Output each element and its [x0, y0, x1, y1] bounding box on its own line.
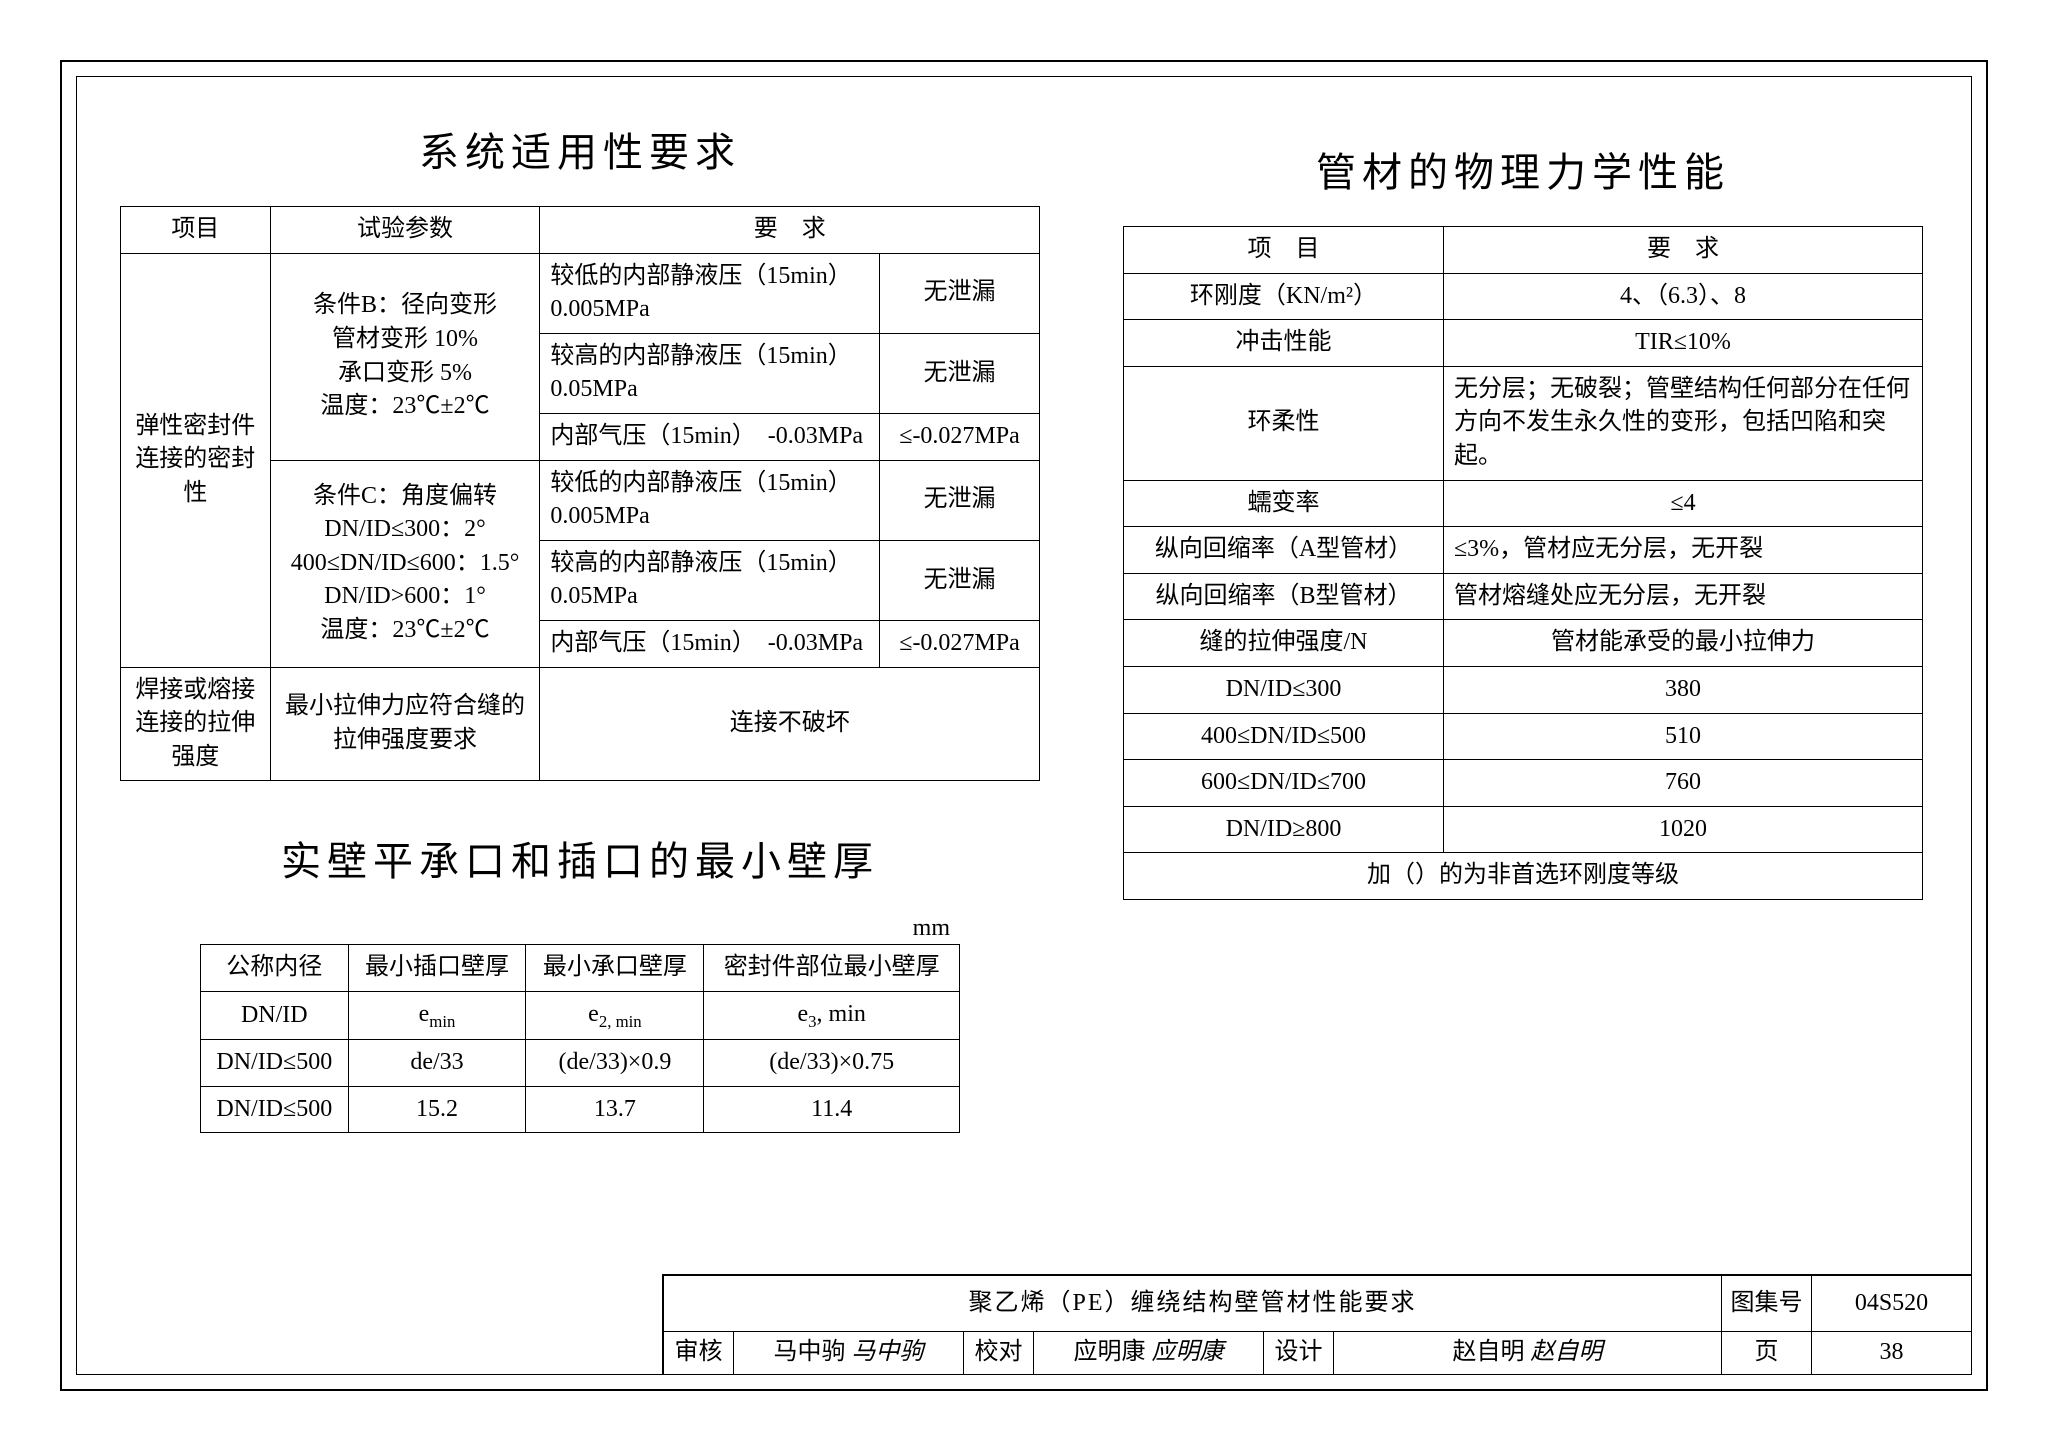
cell: 纵向回缩率（A型管材） [1124, 527, 1444, 574]
table-wall-thickness: 公称内径 最小插口壁厚 最小承口壁厚 密封件部位最小壁厚 DN/ID emin … [200, 944, 960, 1133]
cell: 无分层；无破裂；管壁结构任何部分在任何方向不发生永久性的变形，包括凹陷和突起。 [1444, 366, 1923, 480]
cell: DN/ID≤500 [201, 1040, 349, 1087]
cell: 较高的内部静液压（15min）0.05MPa [540, 540, 880, 620]
page-number: 38 [1812, 1332, 1972, 1375]
table-physical-properties: 项 目 要 求 环刚度（KN/m²）4、（6.3）、8 冲击性能TIR≤10% … [1123, 226, 1923, 900]
cell: 760 [1444, 760, 1923, 807]
cell: 管材能承受的最小拉伸力 [1444, 620, 1923, 667]
cell: 内部气压（15min） -0.03MPa [540, 620, 880, 667]
cell: DN/ID≤500 [201, 1086, 349, 1133]
cell: ≤3%，管材应无分层，无开裂 [1444, 527, 1923, 574]
th: 项 目 [1124, 227, 1444, 274]
cell: 无泄漏 [880, 333, 1040, 413]
cell: 焊接或熔接连接的拉伸强度 [121, 667, 271, 781]
cell: 无泄漏 [880, 253, 1040, 333]
cell: de/33 [348, 1040, 526, 1087]
section-title-2: 实壁平承口和插口的最小壁厚 [110, 829, 1050, 887]
cell: DN/ID≥800 [1124, 806, 1444, 853]
cell: 较低的内部静液压（15min）0.005MPa [540, 460, 880, 540]
cell: 1020 [1444, 806, 1923, 853]
cell: 马中驹 马中驹 [734, 1332, 964, 1375]
cell: 环刚度（KN/m²） [1124, 273, 1444, 320]
cell: 连接不破坏 [540, 667, 1040, 781]
th: 最小承口壁厚 [526, 945, 704, 992]
section-title-1: 系统适用性要求 [110, 120, 1050, 178]
cell: 13.7 [526, 1086, 704, 1133]
label: 设计 [1264, 1332, 1334, 1375]
cell: ≤-0.027MPa [880, 413, 1040, 460]
cell: (de/33)×0.75 [704, 1040, 960, 1087]
th: 要 求 [540, 207, 1040, 254]
cell: 赵自明 赵自明 [1334, 1332, 1722, 1375]
cell: 无泄漏 [880, 540, 1040, 620]
cell: DN/ID [201, 991, 349, 1039]
cell: 应明康 应明康 [1034, 1332, 1264, 1375]
cell: 380 [1444, 666, 1923, 713]
cell: 管材熔缝处应无分层，无开裂 [1444, 573, 1923, 620]
cell: 15.2 [348, 1086, 526, 1133]
th: 要 求 [1444, 227, 1923, 274]
cell: 弹性密封件连接的密封性 [121, 253, 271, 667]
cell: 最小拉伸力应符合缝的拉伸强度要求 [270, 667, 540, 781]
label: 校对 [964, 1332, 1034, 1375]
cell: 较高的内部静液压（15min）0.05MPa [540, 333, 880, 413]
label: 审核 [664, 1332, 734, 1375]
cell: 纵向回缩率（B型管材） [1124, 573, 1444, 620]
cell: 4、（6.3）、8 [1444, 273, 1923, 320]
cell: 无泄漏 [880, 460, 1040, 540]
cell: emin [348, 991, 526, 1039]
cell: 环柔性 [1124, 366, 1444, 480]
cell: 510 [1444, 713, 1923, 760]
cell: 600≤DN/ID≤700 [1124, 760, 1444, 807]
th: 项目 [121, 207, 271, 254]
cell: e3, min [704, 991, 960, 1039]
cell: 较低的内部静液压（15min）0.005MPa [540, 253, 880, 333]
unit-label: mm [200, 915, 960, 942]
th: 公称内径 [201, 945, 349, 992]
drawing-number: 04S520 [1812, 1276, 1972, 1332]
label: 页 [1722, 1332, 1812, 1375]
title-block: 聚乙烯（PE）缠绕结构壁管材性能要求 图集号 04S520 审核 马中驹 马中驹… [662, 1274, 1972, 1375]
cell: 条件B：径向变形 管材变形 10% 承口变形 5% 温度：23℃±2℃ [270, 253, 540, 460]
table-system-requirements: 项目 试验参数 要 求 弹性密封件连接的密封性 条件B：径向变形 管材变形 10… [120, 206, 1040, 781]
section-title-3: 管材的物理力学性能 [1108, 140, 1938, 198]
drawing-title: 聚乙烯（PE）缠绕结构壁管材性能要求 [664, 1276, 1722, 1332]
th: 试验参数 [270, 207, 540, 254]
cell: 蠕变率 [1124, 480, 1444, 527]
cell: 条件C：角度偏转 DN/ID≤300：2° 400≤DN/ID≤600：1.5°… [270, 460, 540, 667]
cell: 400≤DN/ID≤500 [1124, 713, 1444, 760]
cell: TIR≤10% [1444, 320, 1923, 367]
cell: 缝的拉伸强度/N [1124, 620, 1444, 667]
cell: 冲击性能 [1124, 320, 1444, 367]
cell: (de/33)×0.9 [526, 1040, 704, 1087]
cell-note: 加（）的为非首选环刚度等级 [1124, 853, 1923, 900]
th: 最小插口壁厚 [348, 945, 526, 992]
cell: 内部气压（15min） -0.03MPa [540, 413, 880, 460]
cell: ≤-0.027MPa [880, 620, 1040, 667]
cell: ≤4 [1444, 480, 1923, 527]
cell: DN/ID≤300 [1124, 666, 1444, 713]
cell: 11.4 [704, 1086, 960, 1133]
th: 密封件部位最小壁厚 [704, 945, 960, 992]
label: 图集号 [1722, 1276, 1812, 1332]
cell: e2, min [526, 991, 704, 1039]
